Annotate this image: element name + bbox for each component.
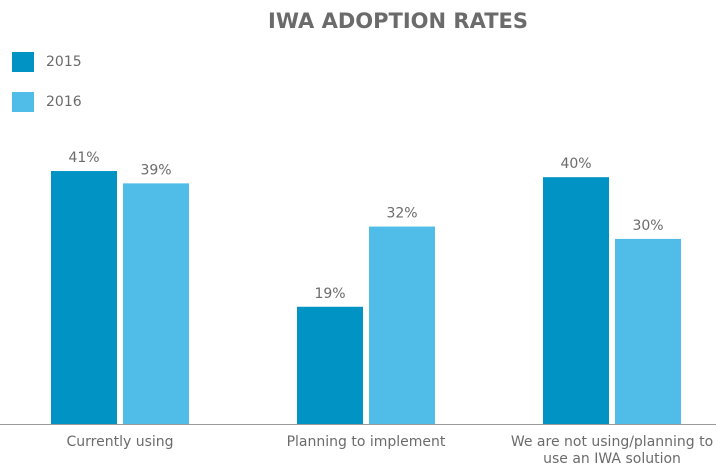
bar bbox=[615, 238, 681, 424]
bar bbox=[297, 306, 363, 424]
x-tick-label: Planning to implement bbox=[286, 434, 446, 450]
bar bbox=[51, 171, 117, 424]
x-tick-label: Currently using bbox=[66, 434, 174, 450]
chart-title: IWA ADOPTION RATES bbox=[268, 9, 528, 33]
bar bbox=[369, 226, 435, 424]
legend-label: 2015 bbox=[46, 54, 82, 70]
legend-swatch bbox=[12, 92, 34, 112]
legend-swatch bbox=[12, 52, 34, 72]
data-label: 41% bbox=[68, 150, 99, 166]
data-label: 32% bbox=[386, 206, 417, 222]
data-label: 19% bbox=[314, 286, 345, 302]
bar bbox=[123, 183, 189, 424]
x-tick-label: We are not using/planning to use an IWA … bbox=[510, 434, 714, 467]
bar bbox=[543, 177, 609, 424]
legend-label: 2016 bbox=[46, 94, 82, 110]
data-label: 30% bbox=[632, 218, 663, 234]
data-label: 39% bbox=[140, 162, 171, 178]
data-label: 40% bbox=[560, 156, 591, 172]
